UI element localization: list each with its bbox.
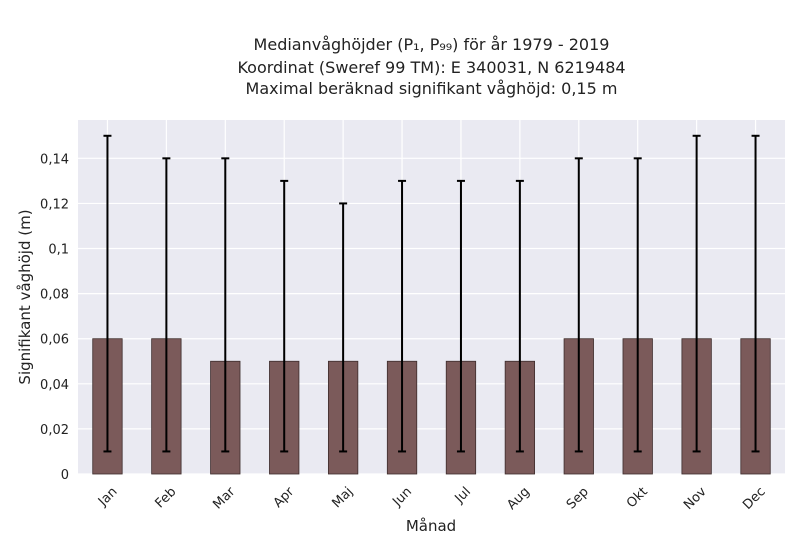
error-bar-jul bbox=[456, 179, 465, 453]
y-tick-label: 0 bbox=[61, 468, 69, 483]
error-bar-apr bbox=[280, 179, 289, 453]
error-bar-jun bbox=[398, 179, 407, 453]
y-tick-label: 0,14 bbox=[40, 152, 69, 167]
x-tick-label-jun: Jun bbox=[389, 484, 415, 510]
x-tick-label-nov: Nov bbox=[681, 484, 710, 513]
x-tick-label-jan: Jan bbox=[95, 484, 120, 509]
x-tick-label-feb: Feb bbox=[153, 484, 180, 511]
y-tick-label: 0,04 bbox=[40, 378, 69, 393]
x-tick-label-maj: Maj bbox=[329, 484, 356, 511]
error-bar-okt bbox=[633, 157, 642, 453]
error-bar-feb bbox=[162, 157, 171, 453]
error-bar-dec bbox=[751, 134, 760, 453]
error-bar-mar bbox=[221, 157, 230, 453]
x-tick-labels: Jan Feb Mar Apr Maj Jun Jul Aug Sep Okt Nov Dec bbox=[95, 484, 769, 513]
error-bar-nov bbox=[692, 134, 701, 453]
x-tick-label-okt: Okt bbox=[624, 484, 651, 511]
chart-title-line-2: Koordinat (Sweref 99 TM): E 340031, N 62… bbox=[237, 58, 626, 77]
error-bar-sep bbox=[574, 157, 583, 453]
x-tick-label-aug: Aug bbox=[504, 484, 533, 513]
chart-title-line-3: Maximal beräknad signifikant våghöjd: 0,… bbox=[245, 79, 618, 98]
x-tick-label-mar: Mar bbox=[210, 484, 238, 512]
x-tick-label-dec: Dec bbox=[740, 484, 768, 512]
y-tick-labels: 0 0,02 0,04 0,06 0,08 0,1 0,12 0,14 bbox=[40, 152, 69, 483]
y-tick-label: 0,06 bbox=[40, 333, 69, 348]
error-bar-maj bbox=[339, 202, 348, 453]
x-tick-label-apr: Apr bbox=[271, 484, 298, 511]
x-tick-label-sep: Sep bbox=[564, 484, 592, 512]
y-tick-label: 0,08 bbox=[40, 288, 69, 303]
error-bar-jan bbox=[103, 134, 112, 453]
y-tick-label: 0,1 bbox=[48, 243, 69, 258]
error-bar-aug bbox=[515, 179, 524, 453]
plot-area bbox=[78, 120, 785, 474]
y-tick-label: 0,12 bbox=[40, 197, 69, 212]
chart-title-line-1: Medianvåghöjder (P₁, P₉₉) för år 1979 - … bbox=[253, 35, 610, 54]
x-axis-label: Månad bbox=[406, 517, 456, 535]
y-axis-label: Signifikant våghöjd (m) bbox=[16, 209, 34, 384]
x-tick-label-jul: Jul bbox=[452, 484, 474, 506]
y-tick-label: 0,02 bbox=[40, 423, 69, 438]
error-bars bbox=[103, 134, 760, 453]
